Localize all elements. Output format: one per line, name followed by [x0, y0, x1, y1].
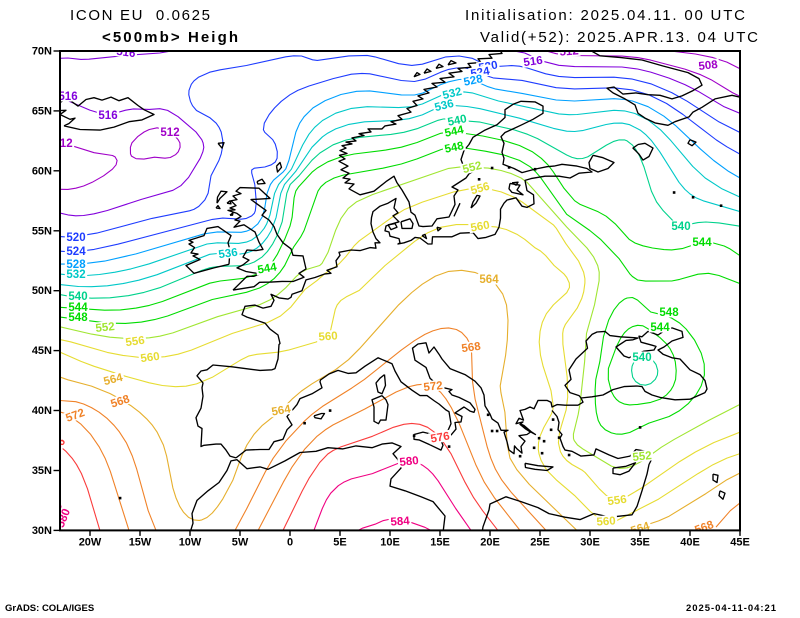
svg-text:ICON EU 0.0625: ICON EU 0.0625 — [70, 7, 210, 24]
svg-text:576: 576 — [430, 430, 451, 445]
svg-text:556: 556 — [469, 181, 491, 198]
svg-text:0: 0 — [287, 537, 293, 549]
svg-text:70N: 70N — [32, 46, 52, 58]
svg-text:532: 532 — [66, 269, 85, 281]
svg-text:548: 548 — [444, 140, 466, 156]
svg-text:572: 572 — [423, 380, 443, 394]
svg-text:544: 544 — [692, 237, 712, 249]
svg-text:GrADS: COLA/IGES: GrADS: COLA/IGES — [5, 603, 94, 614]
svg-text:10W: 10W — [179, 537, 202, 549]
svg-text:564: 564 — [629, 520, 652, 538]
svg-text:45N: 45N — [32, 345, 52, 357]
svg-text:544: 544 — [68, 302, 88, 314]
svg-text:15W: 15W — [129, 537, 152, 549]
svg-text:568: 568 — [109, 393, 132, 411]
svg-text:556: 556 — [607, 494, 628, 509]
svg-text:512: 512 — [160, 127, 179, 139]
svg-text:516: 516 — [98, 110, 117, 122]
svg-text:564: 564 — [102, 372, 124, 388]
svg-text:560: 560 — [140, 351, 161, 366]
svg-text:544: 544 — [650, 322, 670, 334]
svg-text:556: 556 — [125, 335, 146, 350]
svg-text:544: 544 — [444, 124, 466, 140]
svg-text:568: 568 — [693, 519, 716, 537]
svg-text:584: 584 — [390, 515, 411, 528]
svg-text:552: 552 — [461, 160, 483, 176]
svg-text:10E: 10E — [380, 537, 400, 549]
svg-text:520: 520 — [66, 232, 85, 244]
svg-text:524: 524 — [66, 246, 86, 258]
svg-text:35E: 35E — [630, 537, 650, 549]
svg-text:<500mb> Heigh: <500mb> Heigh — [102, 29, 238, 46]
svg-text:548: 548 — [659, 307, 679, 319]
svg-text:2025-04-11-04:21: 2025-04-11-04:21 — [686, 603, 777, 614]
svg-text:580: 580 — [399, 455, 419, 469]
svg-text:528: 528 — [66, 259, 86, 271]
svg-text:516: 516 — [523, 55, 544, 70]
svg-text:516: 516 — [58, 91, 77, 103]
svg-text:552: 552 — [632, 450, 652, 464]
svg-text:516: 516 — [116, 46, 137, 61]
svg-text:512: 512 — [559, 45, 579, 58]
svg-text:560: 560 — [596, 515, 616, 528]
svg-text:5W: 5W — [232, 537, 249, 549]
svg-text:536: 536 — [218, 247, 239, 262]
svg-text:50N: 50N — [32, 285, 52, 297]
svg-text:552: 552 — [95, 321, 115, 335]
svg-text:532: 532 — [441, 86, 463, 102]
svg-text:60N: 60N — [32, 165, 52, 177]
svg-text:548: 548 — [68, 312, 88, 324]
svg-text:25E: 25E — [530, 537, 550, 549]
svg-text:576: 576 — [47, 436, 68, 459]
svg-text:Initialisation: 2025.04.11. 00: Initialisation: 2025.04.11. 00 UTC — [465, 7, 745, 24]
svg-text:5E: 5E — [333, 537, 346, 549]
svg-text:30E: 30E — [580, 537, 600, 549]
svg-text:540: 540 — [671, 221, 690, 233]
svg-text:Valid(+52): 2025.APR.13. 04 UT: Valid(+52): 2025.APR.13. 04 UTC — [480, 29, 758, 46]
svg-text:20E: 20E — [480, 537, 500, 549]
svg-text:560: 560 — [318, 330, 338, 343]
svg-text:536: 536 — [433, 98, 455, 114]
svg-text:512: 512 — [53, 138, 72, 150]
svg-text:508: 508 — [698, 59, 719, 73]
svg-text:65N: 65N — [32, 105, 52, 117]
svg-text:568: 568 — [461, 341, 482, 356]
svg-text:540: 540 — [632, 352, 651, 364]
svg-text:30N: 30N — [32, 525, 52, 537]
svg-text:544: 544 — [257, 261, 279, 276]
svg-text:528: 528 — [463, 73, 485, 89]
svg-text:40E: 40E — [680, 537, 700, 549]
svg-text:540: 540 — [68, 291, 87, 303]
svg-text:564: 564 — [479, 274, 499, 286]
svg-text:15E: 15E — [430, 537, 450, 549]
svg-text:564: 564 — [271, 403, 293, 418]
svg-text:55N: 55N — [32, 225, 52, 237]
svg-text:560: 560 — [470, 219, 491, 234]
svg-text:20W: 20W — [79, 537, 102, 549]
svg-text:35N: 35N — [32, 465, 52, 477]
svg-text:45E: 45E — [730, 537, 750, 549]
svg-text:40N: 40N — [32, 405, 52, 417]
